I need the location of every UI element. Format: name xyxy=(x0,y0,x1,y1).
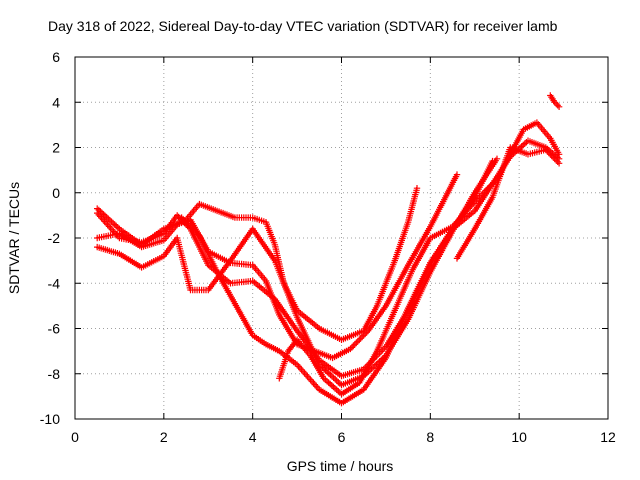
y-tick-label: 4 xyxy=(52,94,60,110)
y-tick-label: -8 xyxy=(48,366,61,382)
y-tick-label: 2 xyxy=(52,140,60,156)
series-trace-d xyxy=(94,155,501,389)
data-series xyxy=(94,92,563,407)
y-tick-label: 0 xyxy=(52,185,60,201)
x-tick-label: 2 xyxy=(160,429,168,445)
y-tick-label: 6 xyxy=(52,49,60,65)
x-axis-label: GPS time / hours xyxy=(287,458,394,474)
y-tick-label: -2 xyxy=(48,230,61,246)
series-trace-a xyxy=(94,185,421,343)
y-tick-label: -6 xyxy=(48,321,61,337)
y-axis-label: SDTVAR / TECUs xyxy=(6,182,22,294)
x-tick-label: 12 xyxy=(600,429,616,445)
y-tick-label: -4 xyxy=(48,275,61,291)
chart-title: Day 318 of 2022, Sidereal Day-to-day VTE… xyxy=(48,18,558,34)
x-tick-label: 4 xyxy=(249,429,257,445)
x-tick-label: 10 xyxy=(511,429,527,445)
x-tick-label: 6 xyxy=(338,429,346,445)
y-tick-label: -10 xyxy=(40,411,60,427)
x-tick-label: 8 xyxy=(426,429,434,445)
axis-ticks: 0 2 4 6 8 10 12 -10 -8 -6 -4 -2 0 2 4 6 xyxy=(40,49,616,445)
series-trace-h xyxy=(547,92,563,110)
x-tick-label: 0 xyxy=(71,429,79,445)
series-trace-g xyxy=(453,144,563,262)
